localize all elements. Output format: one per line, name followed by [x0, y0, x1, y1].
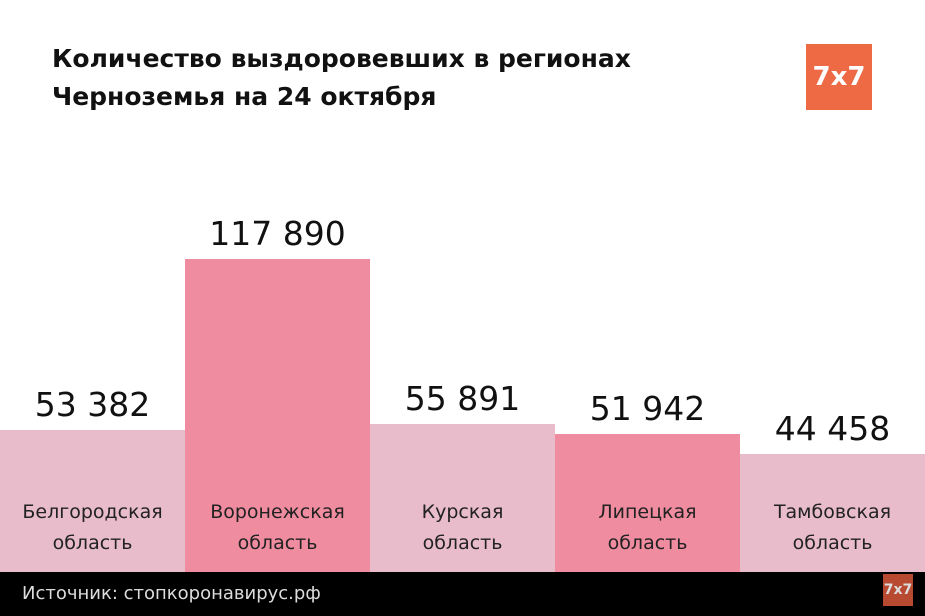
chart-title: Количество выздоровевших в регионах Черн…	[52, 44, 631, 111]
logo-7x7: 7x7	[806, 44, 872, 110]
bar	[740, 453, 925, 572]
source-text: Источник: стопкоронавирус.рф	[22, 583, 321, 604]
bar	[185, 259, 370, 572]
footer-logo: 7x7	[883, 574, 913, 606]
value-label: 53 382	[34, 385, 151, 425]
bar	[555, 434, 740, 572]
value-label: 117 890	[209, 214, 346, 253]
value-label: 44 458	[774, 408, 891, 448]
footer: Источник: стопкоронавирус.рф 7x7	[0, 572, 925, 616]
value-label: 55 891	[404, 378, 521, 418]
bar	[0, 430, 185, 572]
category-label: Тамбовская область	[773, 501, 892, 554]
bar	[370, 423, 555, 572]
bar-chart: 53 382 Белгородская область 117 890 Воронежс…	[0, 214, 925, 572]
value-label: 51 942	[589, 389, 706, 429]
category-label: Липецкая область	[598, 501, 697, 554]
category-label: Курская область	[421, 501, 504, 554]
category-label: Белгородская область	[22, 501, 163, 554]
category-label: Воронежская область	[210, 501, 345, 554]
